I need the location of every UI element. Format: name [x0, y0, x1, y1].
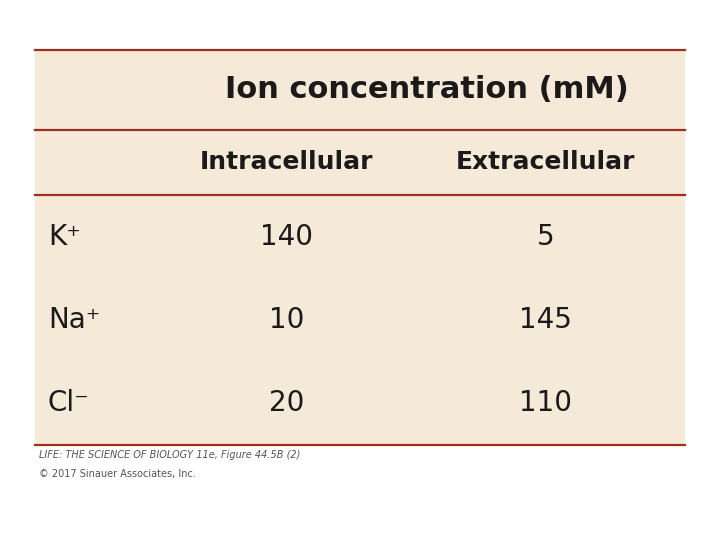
Text: LIFE: THE SCIENCE OF BIOLOGY 11e, Figure 44.5B (2): LIFE: THE SCIENCE OF BIOLOGY 11e, Figure… — [39, 450, 300, 461]
Text: Intracellular: Intracellular — [200, 151, 374, 174]
Text: 140: 140 — [261, 222, 313, 251]
Text: 110: 110 — [518, 389, 572, 417]
Text: Na⁺: Na⁺ — [48, 306, 100, 334]
Text: 5: 5 — [536, 222, 554, 251]
Text: 145: 145 — [519, 306, 572, 334]
Text: Ion concentration (mM): Ion concentration (mM) — [225, 76, 629, 105]
Text: Figure 44.5B  Equilibrium Membrane Potential: The Goldman Equation (2): Figure 44.5B Equilibrium Membrane Potent… — [7, 9, 546, 24]
Text: Extracellular: Extracellular — [456, 151, 635, 174]
Text: © 2017 Sinauer Associates, Inc.: © 2017 Sinauer Associates, Inc. — [39, 469, 195, 480]
Text: 10: 10 — [269, 306, 305, 334]
Text: K⁺: K⁺ — [48, 222, 81, 251]
Text: Cl⁻: Cl⁻ — [48, 389, 90, 417]
Text: 20: 20 — [269, 389, 305, 417]
